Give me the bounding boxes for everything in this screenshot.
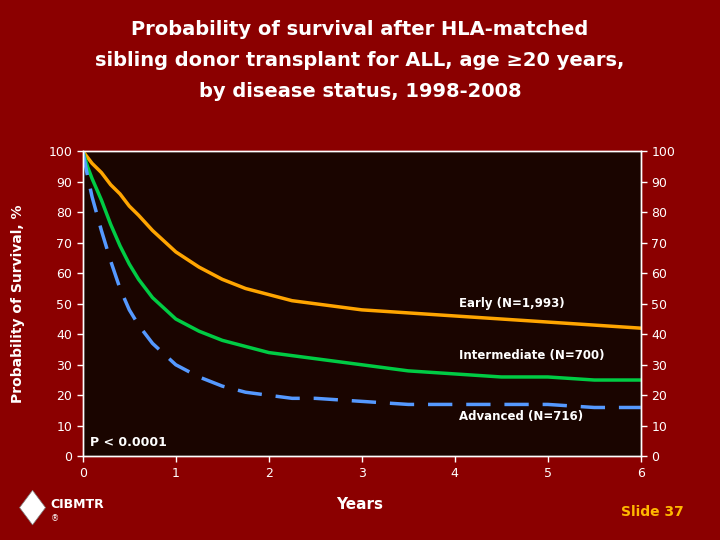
Text: CIBMTR: CIBMTR bbox=[50, 498, 104, 511]
Polygon shape bbox=[19, 490, 45, 525]
Text: sibling donor transplant for ALL, age ≥20 years,: sibling donor transplant for ALL, age ≥2… bbox=[95, 51, 625, 70]
Text: Advanced (N=716): Advanced (N=716) bbox=[459, 410, 584, 423]
Text: by disease status, 1998-2008: by disease status, 1998-2008 bbox=[199, 82, 521, 101]
Text: Early (N=1,993): Early (N=1,993) bbox=[459, 297, 565, 310]
Text: ®: ® bbox=[50, 514, 59, 523]
Text: Probability of survival after HLA-matched: Probability of survival after HLA-matche… bbox=[131, 20, 589, 39]
Text: Years: Years bbox=[336, 497, 384, 512]
Text: P < 0.0001: P < 0.0001 bbox=[90, 436, 167, 449]
Text: Slide 37: Slide 37 bbox=[621, 505, 684, 519]
Text: Intermediate (N=700): Intermediate (N=700) bbox=[459, 349, 605, 362]
Text: Probability of Survival, %: Probability of Survival, % bbox=[11, 205, 25, 403]
